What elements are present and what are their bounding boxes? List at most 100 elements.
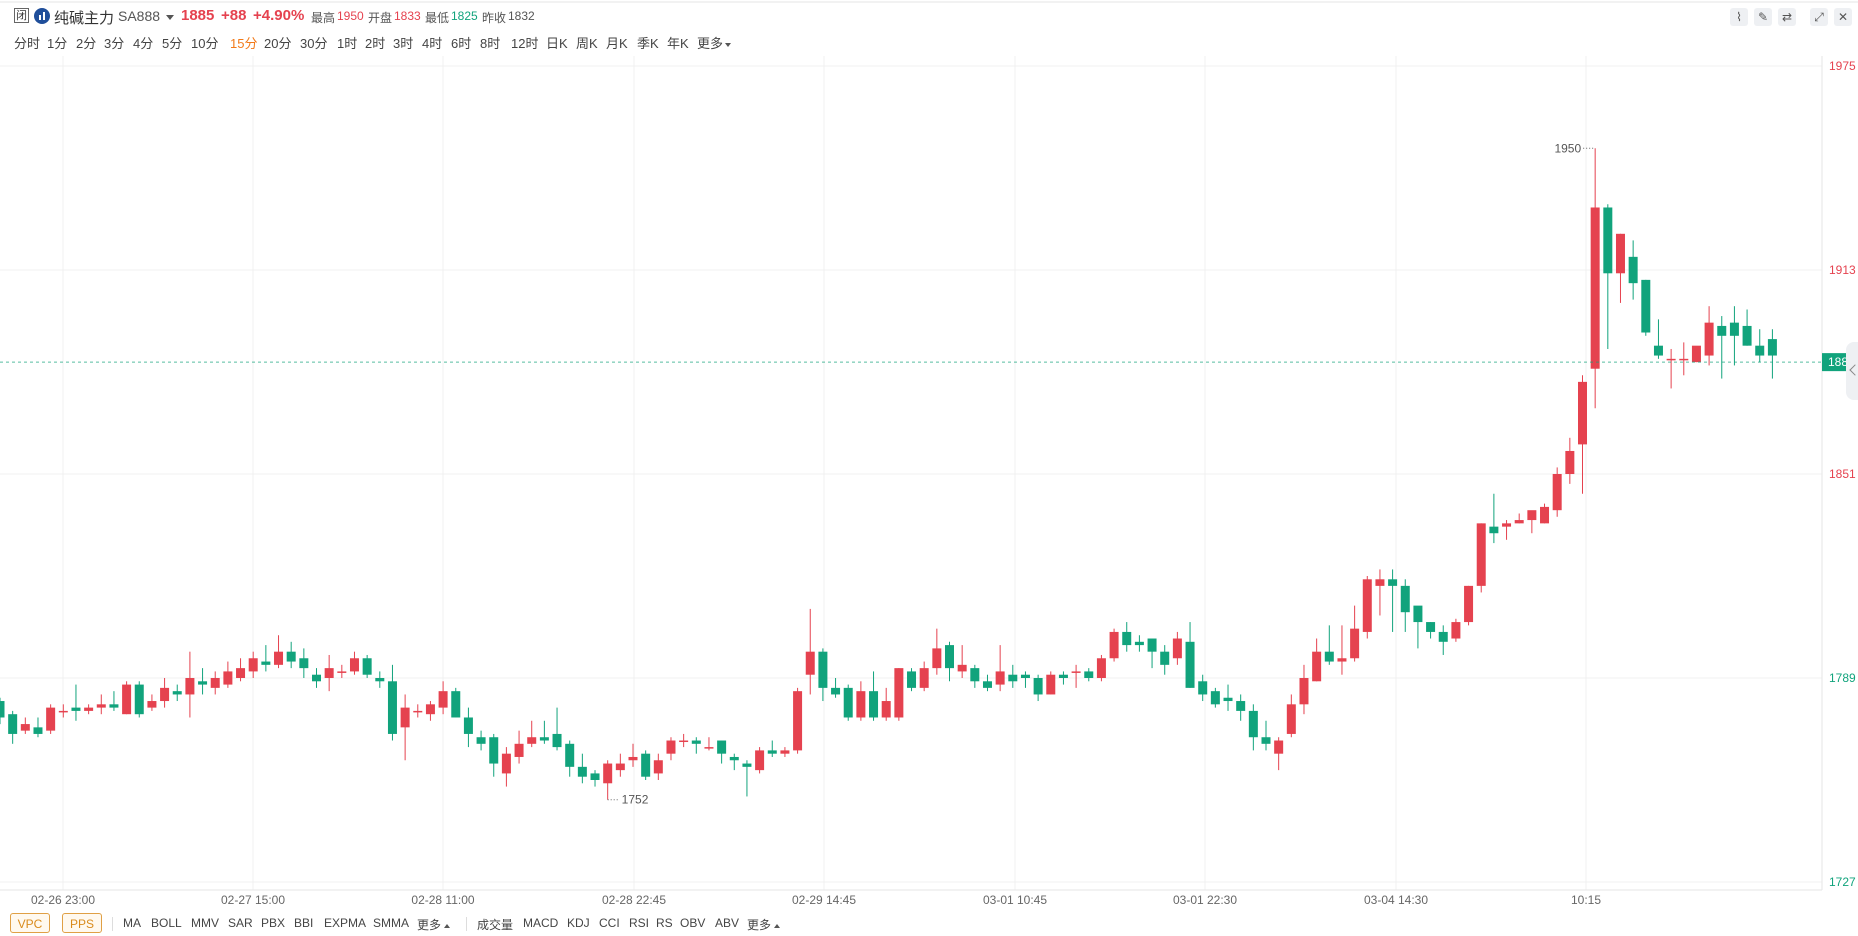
period-tab[interactable]: 1分 [47, 33, 67, 52]
candle-body [1426, 622, 1436, 632]
period-tab[interactable]: 4分 [133, 33, 153, 52]
draw-icon[interactable]: ✎ [1754, 8, 1772, 26]
period-tab[interactable]: 8时 [480, 33, 500, 52]
indicator-rsi[interactable]: RSI [629, 916, 650, 930]
period-tab[interactable]: 12时 [511, 33, 538, 52]
period-tab[interactable]: 年K [667, 33, 689, 52]
indicator-boll[interactable]: BOLL [151, 916, 182, 930]
x-tick-label: 02-29 14:45 [792, 893, 856, 907]
candle-body [1134, 641, 1144, 646]
candle-body [147, 701, 157, 708]
period-more[interactable]: 更多 [697, 33, 732, 52]
collapse-panel-handle[interactable] [1846, 342, 1858, 400]
candle-body [1084, 671, 1094, 678]
period-label: 20分 [264, 36, 292, 51]
x-tick-label: 02-28 22:45 [602, 893, 666, 907]
x-tick-label: 02-26 23:00 [31, 893, 95, 907]
candle-body [780, 750, 790, 754]
candle-body [96, 704, 106, 708]
candle-body [1755, 345, 1765, 356]
compare-icon[interactable]: ⇄ [1778, 8, 1796, 26]
period-tab[interactable]: 3时 [393, 33, 413, 52]
code-dropdown-icon[interactable] [166, 15, 174, 20]
candle-body [299, 658, 309, 669]
indicator-obv[interactable]: OBV [680, 916, 706, 930]
candle-body [717, 740, 727, 754]
candle-body [831, 687, 841, 695]
period-tab[interactable]: 15分 [230, 33, 257, 52]
period-tab[interactable]: 1时 [337, 33, 357, 52]
indicator-kdj[interactable]: KDJ [567, 916, 590, 930]
candle-body [1476, 523, 1486, 586]
period-tab[interactable]: 2时 [365, 33, 385, 52]
candle-body [1375, 579, 1385, 586]
indicator-smma[interactable]: SMMA [373, 916, 409, 930]
candle-body [312, 674, 321, 682]
period-tab[interactable]: 季K [637, 33, 659, 52]
chevron-down-icon [725, 42, 732, 47]
period-tab[interactable]: 月K [606, 33, 628, 52]
indicator-bbi[interactable]: BBI [294, 916, 314, 930]
period-tab[interactable]: 20分 [264, 33, 291, 52]
indicator-settings-icon[interactable]: ⌇ [1730, 8, 1748, 26]
x-tick-label: 02-28 11:00 [411, 893, 474, 907]
candle-body [425, 704, 435, 715]
candle-body [1350, 628, 1360, 659]
indicator-expma[interactable]: EXPMA [324, 916, 367, 930]
candle-body [957, 664, 967, 672]
period-label: 更多 [697, 36, 724, 51]
candle-body [1615, 233, 1625, 274]
period-tab[interactable]: 5分 [162, 33, 182, 52]
indicator-macd[interactable]: MACD [523, 916, 559, 930]
candle-body [577, 766, 587, 777]
prev-close-label: 昨收 [482, 11, 507, 25]
indicator-cci[interactable]: CCI [599, 916, 620, 930]
candle-body [8, 714, 18, 734]
period-tab[interactable]: 6时 [451, 33, 471, 52]
indicator-rs[interactable]: RS [656, 916, 673, 930]
indicator-ma[interactable]: MA [123, 916, 141, 930]
indicator-bar: VPC PPS MA BOLL MMV SAR PBX BBI EXPMA SM… [0, 910, 1858, 936]
period-tab[interactable]: 2分 [76, 33, 96, 52]
candle-body [349, 658, 359, 672]
candle-body [1261, 737, 1271, 744]
period-label: 日K [546, 36, 568, 51]
period-label: 分时 [14, 36, 41, 51]
candle-body [907, 671, 917, 688]
indicator-mmv[interactable]: MMV [191, 916, 219, 930]
candle-body [1742, 325, 1752, 346]
indicator-sar[interactable]: SAR [228, 916, 253, 930]
period-tab[interactable]: 4时 [422, 33, 442, 52]
sub-indicator-more[interactable]: 更多 [747, 916, 781, 933]
indicator-pbx[interactable]: PBX [261, 916, 286, 930]
period-tab[interactable]: 周K [576, 33, 598, 52]
period-tab[interactable]: 3分 [104, 33, 124, 52]
period-label: 季K [637, 36, 659, 51]
candle-body [1337, 658, 1347, 662]
period-label: 4分 [133, 36, 154, 51]
expand-icon[interactable]: ⤢ [1810, 8, 1828, 26]
candle-body [869, 691, 879, 718]
instrument-code[interactable]: SA888 [118, 8, 161, 24]
period-label: 2分 [76, 36, 97, 51]
candle-body [1388, 579, 1398, 586]
y-tick-label: 1975 [1829, 59, 1856, 73]
main-indicator-more[interactable]: 更多 [417, 916, 451, 933]
period-tab[interactable]: 10分 [191, 33, 218, 52]
period-tab[interactable]: 日K [546, 33, 568, 52]
indicator-volume[interactable]: 成交量 [477, 918, 514, 932]
candle-body [767, 750, 777, 754]
period-tab[interactable]: 30分 [300, 33, 327, 52]
candle-body [1236, 701, 1246, 711]
candle-body [729, 756, 739, 761]
period-label: 10分 [191, 36, 219, 51]
period-tab[interactable]: 分时 [14, 33, 40, 52]
close-icon[interactable]: ✕ [1834, 8, 1852, 26]
candle-body [1502, 523, 1512, 527]
indicator-pps-button[interactable]: PPS [62, 913, 102, 933]
candle-body [71, 707, 81, 711]
candle-body [387, 681, 397, 734]
indicator-vpc-button[interactable]: VPC [10, 913, 50, 933]
indicator-abv[interactable]: ABV [715, 916, 740, 930]
